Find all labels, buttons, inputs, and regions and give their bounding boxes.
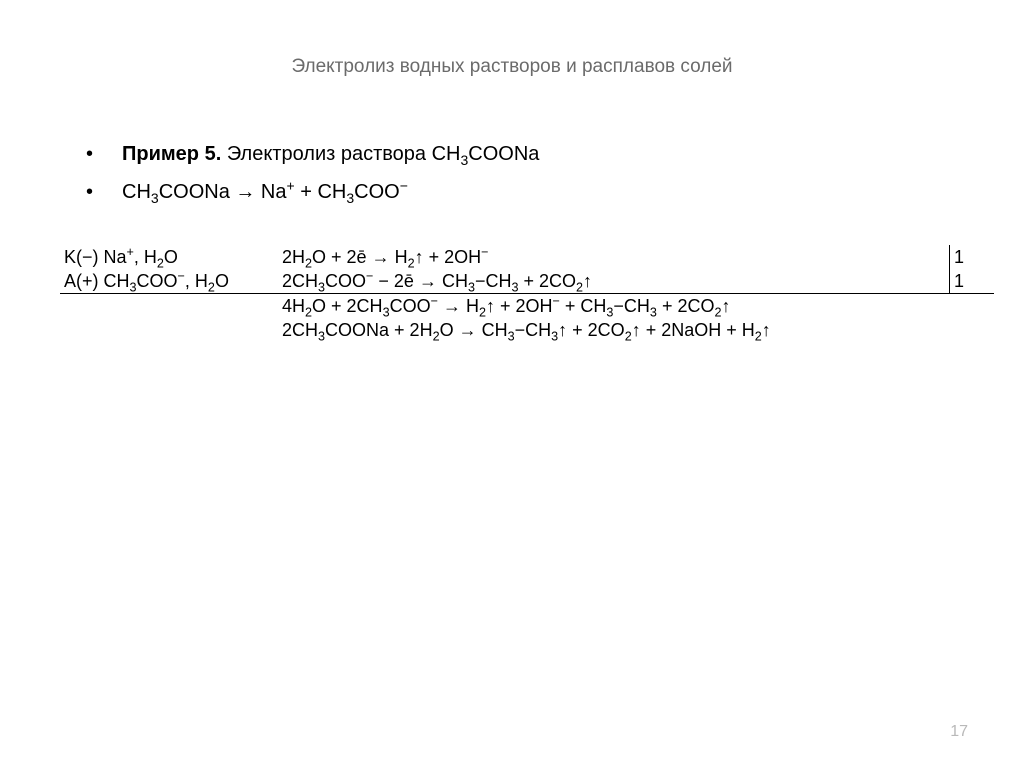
anode-species: A(+) CH3COO−, H2O xyxy=(60,269,278,294)
empty-cell xyxy=(60,318,278,342)
molecular-sum-row: 2CH3COONa + 2H2O → CH3−CH3↑ + 2CO2↑ + 2N… xyxy=(60,318,994,342)
bullet-list: • Пример 5. Электролиз раствора CH3COONa… xyxy=(86,140,938,216)
anode-half-reaction: 2CH3COO− − 2ē → CH3−CH3 + 2CO2↑ xyxy=(278,269,950,294)
ionic-sum-eq: 4H2O + 2CH3COO− → H2↑ + 2OH− + CH3−CH3 +… xyxy=(278,294,994,319)
bullet-item: • CH3COONa → Na+ + CH3COO− xyxy=(86,178,938,206)
anode-row: A(+) CH3COO−, H2O 2CH3COO− − 2ē → CH3−CH… xyxy=(60,269,994,294)
bullet-marker: • xyxy=(86,178,122,206)
ionic-sum-row: 4H2O + 2CH3COO− → H2↑ + 2OH− + CH3−CH3 +… xyxy=(60,294,994,319)
molecular-sum-eq: 2CH3COONa + 2H2O → CH3−CH3↑ + 2CO2↑ + 2N… xyxy=(278,318,994,342)
empty-cell xyxy=(60,294,278,319)
example-desc: Электролиз раствора CH3COONa xyxy=(221,143,539,165)
example-label: Пример 5. xyxy=(122,143,221,165)
cathode-species: K(−) Na+, H2O xyxy=(60,245,278,269)
slide: Электролиз водных растворов и расплавов … xyxy=(0,0,1024,767)
cathode-multiplier: 1 xyxy=(950,245,995,269)
dissociation-eq: CH3COONa → Na+ + CH3COO− xyxy=(122,178,938,206)
cathode-half-reaction: 2H2O + 2ē → H2↑ + 2OH− xyxy=(278,245,950,269)
reaction-table: K(−) Na+, H2O 2H2O + 2ē → H2↑ + 2OH− 1 A… xyxy=(60,245,994,342)
bullet-item: • Пример 5. Электролиз раствора CH3COONa xyxy=(86,140,938,168)
bullet-marker: • xyxy=(86,140,122,168)
slide-title: Электролиз водных растворов и расплавов … xyxy=(0,56,1024,78)
equation-block: K(−) Na+, H2O 2H2O + 2ē → H2↑ + 2OH− 1 A… xyxy=(60,245,994,342)
cathode-row: K(−) Na+, H2O 2H2O + 2ē → H2↑ + 2OH− 1 xyxy=(60,245,994,269)
anode-multiplier: 1 xyxy=(950,269,995,294)
bullet-text: Пример 5. Электролиз раствора CH3COONa xyxy=(122,140,938,168)
page-number: 17 xyxy=(950,723,968,741)
